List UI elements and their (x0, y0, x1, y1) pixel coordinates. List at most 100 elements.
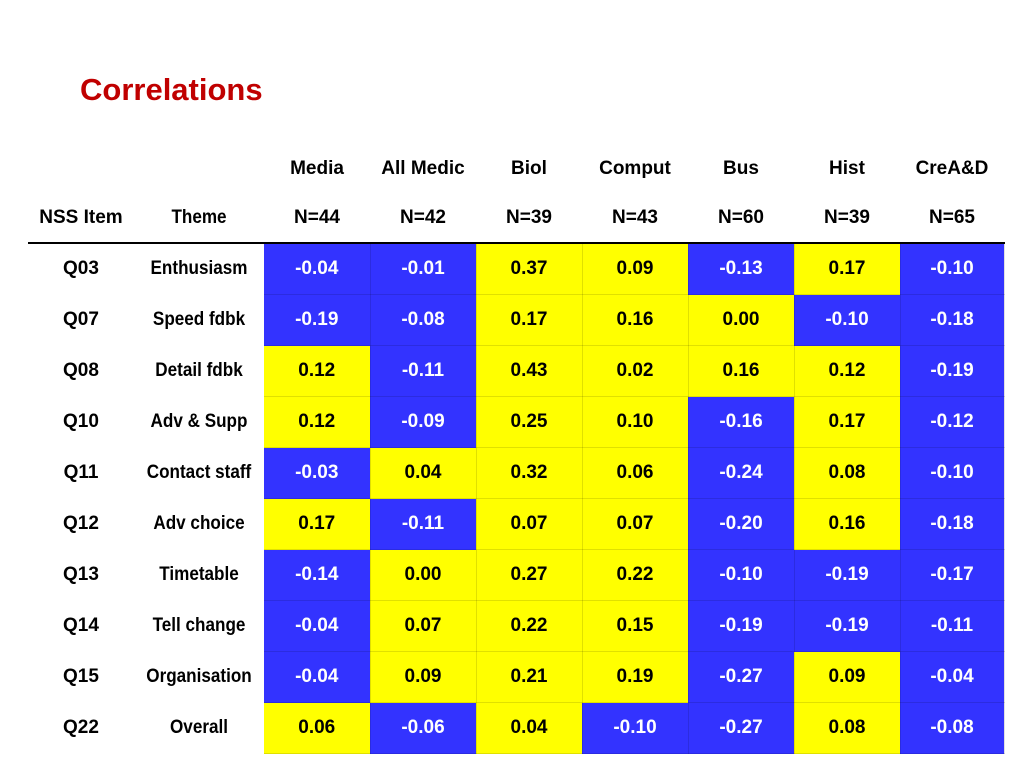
correlation-cell: 0.09 (794, 651, 901, 703)
correlation-cell: -0.08 (900, 702, 1005, 754)
correlation-cell: -0.08 (370, 294, 477, 346)
correlation-cell: -0.04 (264, 651, 371, 703)
correlation-cell: 0.07 (582, 498, 689, 550)
correlation-cell: 0.19 (582, 651, 689, 703)
subject-header: Media (290, 158, 344, 179)
correlation-cell: -0.11 (900, 600, 1005, 652)
theme-cell: Contact staff (146, 462, 252, 483)
correlation-cell: -0.10 (794, 294, 901, 346)
correlation-cell: 0.06 (582, 447, 689, 499)
correlation-cell: -0.19 (900, 345, 1005, 397)
correlation-cell: 0.17 (476, 294, 583, 346)
table-row: Q13 Timetable -0.14 0.00 0.27 0.22 -0.10 -0.19-… (28, 549, 1005, 601)
nss-item-cell: Q03 (63, 258, 99, 280)
theme-cell: Tell change (152, 615, 246, 636)
table-row: Q03 Enthusiasm -0.04 -0.01 0.37 0.09 -0.13 0.17… (28, 243, 1005, 295)
theme-cell: Detail fdbk (155, 360, 243, 381)
correlation-cell: -0.14 (264, 549, 371, 601)
sample-size: N=44 (264, 194, 370, 244)
correlation-cell: 0.07 (476, 498, 583, 550)
nss-item-cell: Q11 (63, 462, 99, 483)
correlation-cell: 0.02 (582, 345, 689, 397)
correlation-cell: -0.20 (688, 498, 795, 550)
subject-header: Hist (829, 158, 865, 179)
table-row: Q22 Overall 0.06 -0.06 0.04 -0.10 -0.27 0.08 -0.… (28, 702, 1005, 754)
theme-header: Theme (140, 194, 258, 244)
nss-item-cell: Q15 (63, 666, 99, 687)
correlation-cell: 0.17 (794, 243, 901, 295)
subject-header: Bus (723, 158, 759, 179)
theme-cell: Speed fdbk (152, 309, 246, 330)
nss-item-cell: Q10 (63, 411, 99, 432)
correlation-cell: 0.22 (476, 600, 583, 652)
nss-item-cell: Q12 (63, 513, 99, 534)
correlation-cell: -0.10 (582, 702, 689, 754)
nss-item-cell: Q14 (63, 615, 99, 636)
correlation-cell: 0.12 (264, 345, 371, 397)
correlation-cell: -0.10 (688, 549, 795, 601)
correlation-cell: -0.12 (900, 396, 1005, 448)
nss-item-header: NSS Item (28, 194, 134, 244)
nss-item-cell: Q22 (63, 717, 99, 738)
correlation-cell: 0.04 (476, 702, 583, 754)
correlation-cell: -0.19 (688, 600, 795, 652)
nss-item-cell: Q08 (63, 360, 99, 381)
table-row: Q08 Detail fdbk 0.12 -0.11 0.43 0.02 0.16 0.12-… (28, 345, 1005, 397)
correlation-cell: -0.19 (264, 294, 371, 346)
nss-item-cell: Q07 (63, 309, 99, 330)
correlation-cell: -0.04 (900, 651, 1005, 703)
correlation-cell: 0.16 (582, 294, 689, 346)
correlation-cell: 0.00 (688, 294, 795, 346)
correlation-cell: 0.12 (794, 345, 901, 397)
nss-item-cell: Q13 (63, 564, 99, 585)
correlation-cell: 0.37 (476, 243, 583, 295)
subject-header: Biol (511, 158, 547, 179)
correlation-cell: -0.06 (370, 702, 477, 754)
subject-header: CreA&D (915, 158, 989, 179)
empty-header-cell (28, 144, 134, 194)
correlation-cell: -0.24 (688, 447, 795, 499)
correlation-cell: -0.17 (900, 549, 1005, 601)
correlation-cell: -0.27 (688, 651, 795, 703)
correlation-cell: 0.22 (582, 549, 689, 601)
table-row: Q11 Contact staff -0.03 0.04 0.32 0.06 -0.24 0.… (28, 447, 1005, 499)
correlation-cell: -0.03 (264, 447, 371, 499)
correlation-cell: 0.27 (476, 549, 583, 601)
correlation-cell: -0.10 (900, 447, 1005, 499)
correlation-cell: 0.16 (688, 345, 795, 397)
table-row: Q15 Organisation -0.04 0.09 0.21 0.19 -0.27 0.0… (28, 651, 1005, 703)
correlation-cell: 0.15 (582, 600, 689, 652)
theme-cell: Adv choice (153, 513, 245, 534)
correlations-table: Media All Medic Biol Comput Bus Hist Cre… (28, 144, 1005, 754)
table-row: Q10 Adv & Supp 0.12 -0.09 0.25 0.10 -0.16 0.17-… (28, 396, 1005, 448)
sample-size-row: NSS Item Theme N=44 N=42 N=39 N=43 N=60 … (28, 194, 1004, 244)
correlation-cell: 0.06 (264, 702, 371, 754)
correlation-cell: -0.13 (688, 243, 795, 295)
sample-size: N=60 (688, 194, 794, 244)
theme-cell: Overall (170, 717, 228, 738)
correlation-cell: 0.08 (794, 447, 901, 499)
correlation-cell: 0.32 (476, 447, 583, 499)
correlation-cell: 0.00 (370, 549, 477, 601)
table-row: Q14 Tell change -0.04 0.07 0.22 0.15 -0.19 -0.1… (28, 600, 1005, 652)
correlation-cell: -0.27 (688, 702, 795, 754)
sample-size: N=65 (900, 194, 1004, 244)
correlation-cell: 0.21 (476, 651, 583, 703)
correlation-cell: 0.04 (370, 447, 477, 499)
empty-header-cell (134, 144, 264, 194)
correlation-cell: 0.25 (476, 396, 583, 448)
correlation-cell: 0.09 (370, 651, 477, 703)
correlation-cell: 0.43 (476, 345, 583, 397)
theme-cell: Adv & Supp (150, 411, 248, 432)
correlation-cell: -0.11 (370, 498, 477, 550)
correlation-cell: 0.10 (582, 396, 689, 448)
correlation-cell: 0.16 (794, 498, 901, 550)
correlation-cell: 0.08 (794, 702, 901, 754)
table-row: Q07 Speed fdbk -0.19 -0.08 0.17 0.16 0.00 -0.10… (28, 294, 1005, 346)
sample-size: N=43 (582, 194, 688, 244)
subject-header: All Medic (381, 158, 465, 179)
page-title: Correlations (80, 72, 263, 107)
correlation-cell: 0.07 (370, 600, 477, 652)
sample-size: N=39 (476, 194, 582, 244)
sample-size: N=39 (794, 194, 900, 244)
